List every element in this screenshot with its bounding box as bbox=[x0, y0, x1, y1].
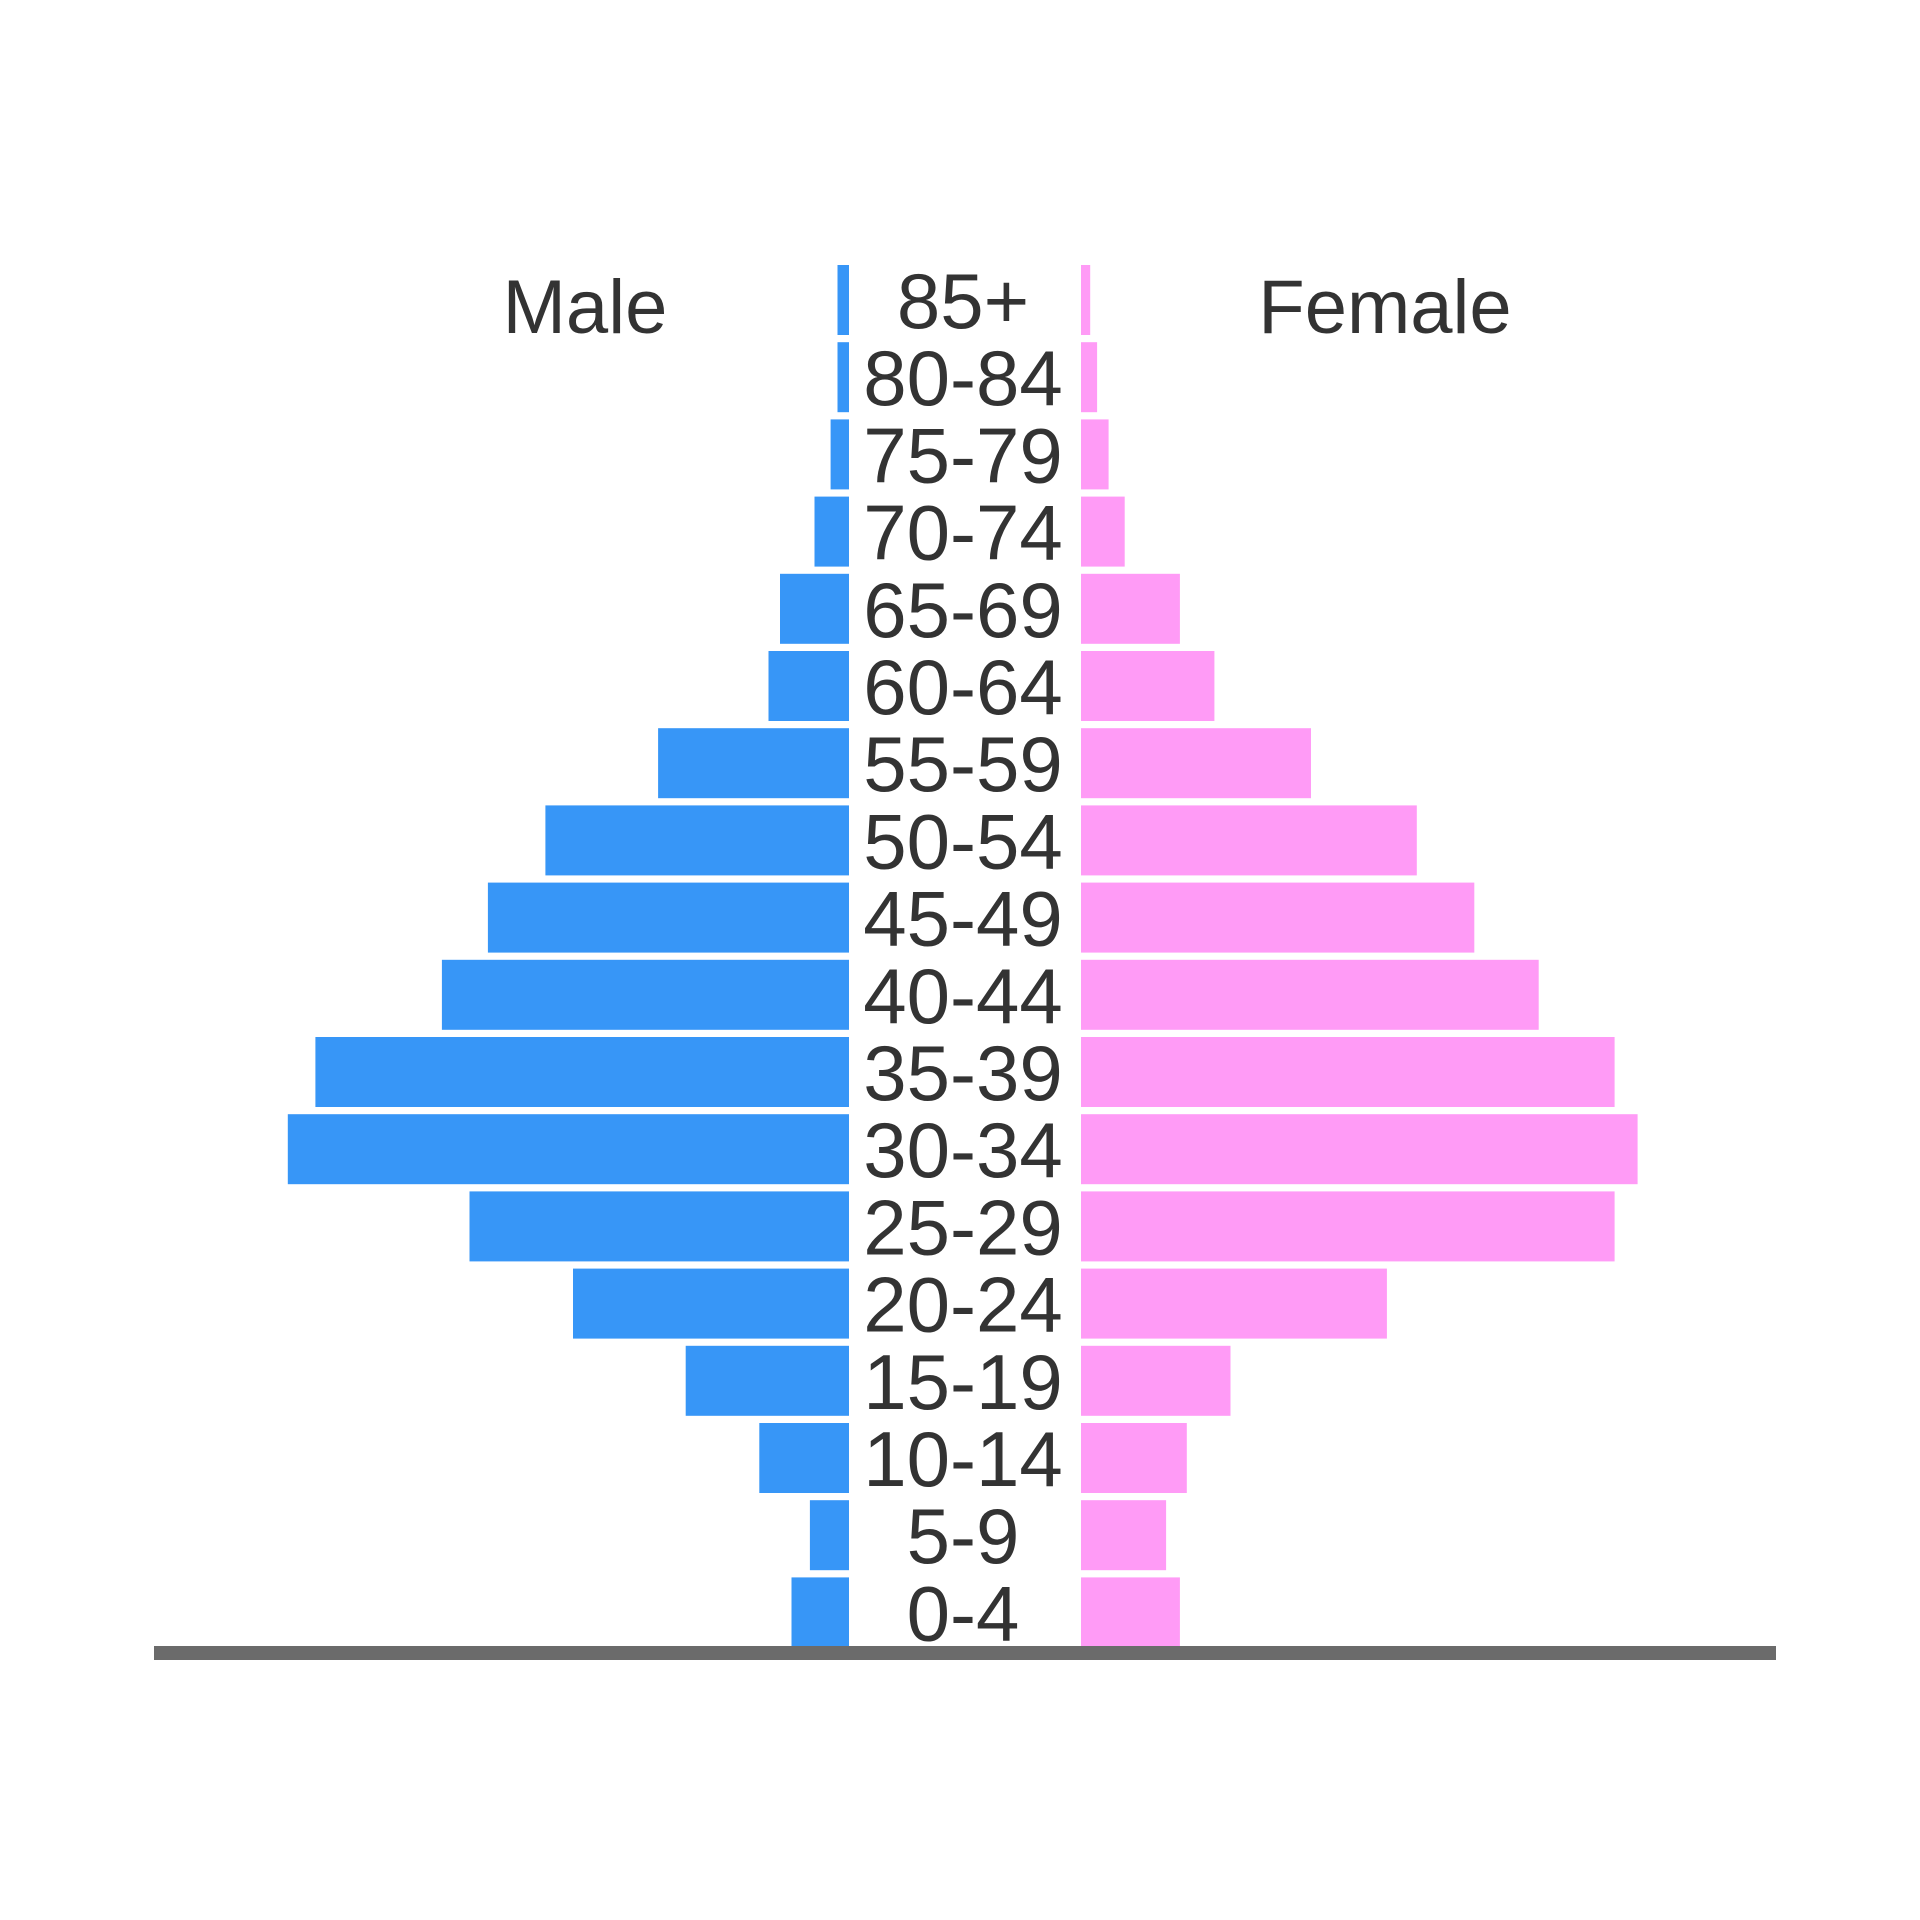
female-bar-45-49 bbox=[1081, 882, 1475, 953]
female-bar-10-14 bbox=[1081, 1423, 1187, 1493]
age-group-labels: 85+80-8475-7970-7465-6960-6455-5950-5445… bbox=[863, 257, 1063, 1657]
male-bar-35-39 bbox=[315, 1037, 849, 1107]
male-bar-75-79 bbox=[830, 419, 849, 490]
female-bar-55-59 bbox=[1081, 728, 1311, 799]
male-bar-5-9 bbox=[809, 1500, 849, 1571]
female-bar-15-19 bbox=[1081, 1345, 1231, 1416]
age-group-label: 35-39 bbox=[863, 1029, 1063, 1117]
female-bar-25-29 bbox=[1081, 1191, 1615, 1262]
age-group-label: 10-14 bbox=[863, 1415, 1063, 1503]
female-bar-30-34 bbox=[1081, 1114, 1638, 1185]
male-bar-15-19 bbox=[685, 1345, 849, 1416]
male-bar-85+ bbox=[837, 265, 849, 335]
male-bar-70-74 bbox=[814, 496, 849, 567]
male-bar-65-69 bbox=[780, 573, 849, 644]
female-bar-40-44 bbox=[1081, 959, 1539, 1030]
male-bar-45-49 bbox=[487, 882, 849, 953]
male-bars bbox=[287, 265, 849, 1648]
female-bar-75-79 bbox=[1081, 419, 1109, 490]
age-group-label: 15-19 bbox=[863, 1338, 1063, 1426]
age-group-label: 70-74 bbox=[863, 489, 1063, 577]
female-bar-85+ bbox=[1081, 265, 1091, 335]
age-group-label: 30-34 bbox=[863, 1106, 1063, 1194]
age-group-label: 60-64 bbox=[863, 643, 1063, 731]
male-bar-20-24 bbox=[573, 1268, 849, 1339]
age-group-label: 45-49 bbox=[863, 875, 1063, 963]
female-bar-80-84 bbox=[1081, 342, 1098, 413]
female-bar-65-69 bbox=[1081, 573, 1180, 644]
age-group-label: 25-29 bbox=[863, 1183, 1063, 1271]
male-bar-30-34 bbox=[287, 1114, 849, 1185]
female-bar-35-39 bbox=[1081, 1037, 1615, 1107]
baseline-axis bbox=[154, 1646, 1776, 1660]
age-group-label: 0-4 bbox=[907, 1569, 1020, 1657]
male-bar-25-29 bbox=[469, 1191, 849, 1262]
female-bar-50-54 bbox=[1081, 805, 1417, 876]
female-bar-5-9 bbox=[1081, 1500, 1167, 1571]
age-group-label: 20-24 bbox=[863, 1261, 1063, 1349]
male-bar-50-54 bbox=[545, 805, 849, 876]
female-bars bbox=[1081, 265, 1638, 1648]
female-bar-70-74 bbox=[1081, 496, 1125, 567]
age-group-label: 50-54 bbox=[863, 797, 1063, 885]
age-group-label: 5-9 bbox=[907, 1492, 1020, 1580]
female-side-label: Female bbox=[1258, 265, 1511, 350]
male-bar-55-59 bbox=[658, 728, 849, 799]
male-side-label: Male bbox=[503, 265, 668, 350]
age-group-label: 80-84 bbox=[863, 334, 1063, 422]
age-group-label: 40-44 bbox=[863, 952, 1063, 1040]
female-bar-0-4 bbox=[1081, 1577, 1180, 1648]
female-bar-20-24 bbox=[1081, 1268, 1387, 1339]
age-group-label: 85+ bbox=[897, 257, 1029, 345]
male-bar-10-14 bbox=[759, 1423, 849, 1493]
age-group-label: 65-69 bbox=[863, 566, 1063, 654]
age-group-label: 55-59 bbox=[863, 720, 1063, 808]
male-bar-40-44 bbox=[441, 959, 849, 1030]
male-bar-60-64 bbox=[768, 651, 849, 721]
male-bar-80-84 bbox=[837, 342, 849, 413]
female-bar-60-64 bbox=[1081, 651, 1215, 721]
male-bar-0-4 bbox=[791, 1577, 849, 1648]
age-group-label: 75-79 bbox=[863, 411, 1063, 499]
